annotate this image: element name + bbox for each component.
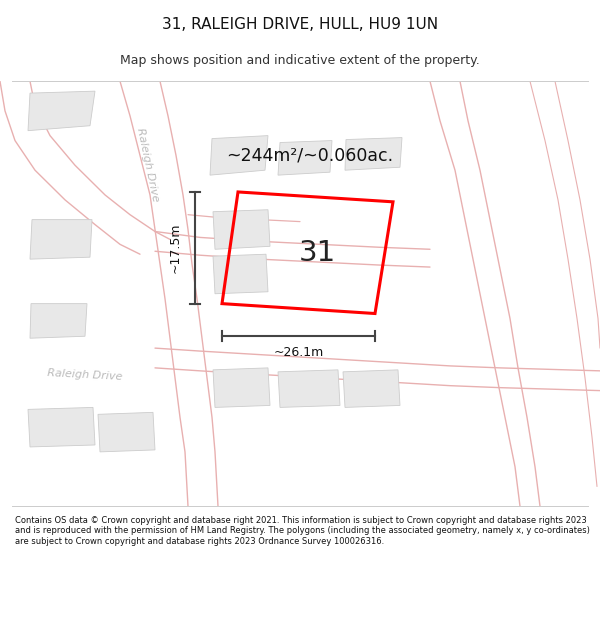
Polygon shape [343,370,400,408]
Text: Map shows position and indicative extent of the property.: Map shows position and indicative extent… [120,54,480,68]
Polygon shape [30,304,87,338]
Polygon shape [213,254,268,294]
Polygon shape [28,91,95,131]
Polygon shape [28,408,95,447]
Text: ~26.1m: ~26.1m [274,346,323,359]
Text: ~244m²/~0.060ac.: ~244m²/~0.060ac. [226,146,394,164]
Polygon shape [210,136,268,175]
Polygon shape [278,141,332,175]
Text: 31: 31 [298,239,335,267]
Polygon shape [213,368,270,408]
Text: Raleigh Drive: Raleigh Drive [135,127,161,203]
Text: Raleigh Drive: Raleigh Drive [47,368,123,382]
Polygon shape [30,219,92,259]
Text: ~17.5m: ~17.5m [169,222,182,273]
Text: Contains OS data © Crown copyright and database right 2021. This information is : Contains OS data © Crown copyright and d… [15,516,590,546]
Polygon shape [98,412,155,452]
Text: 31, RALEIGH DRIVE, HULL, HU9 1UN: 31, RALEIGH DRIVE, HULL, HU9 1UN [162,17,438,32]
Polygon shape [278,370,340,408]
Polygon shape [345,138,402,170]
Polygon shape [213,210,270,249]
